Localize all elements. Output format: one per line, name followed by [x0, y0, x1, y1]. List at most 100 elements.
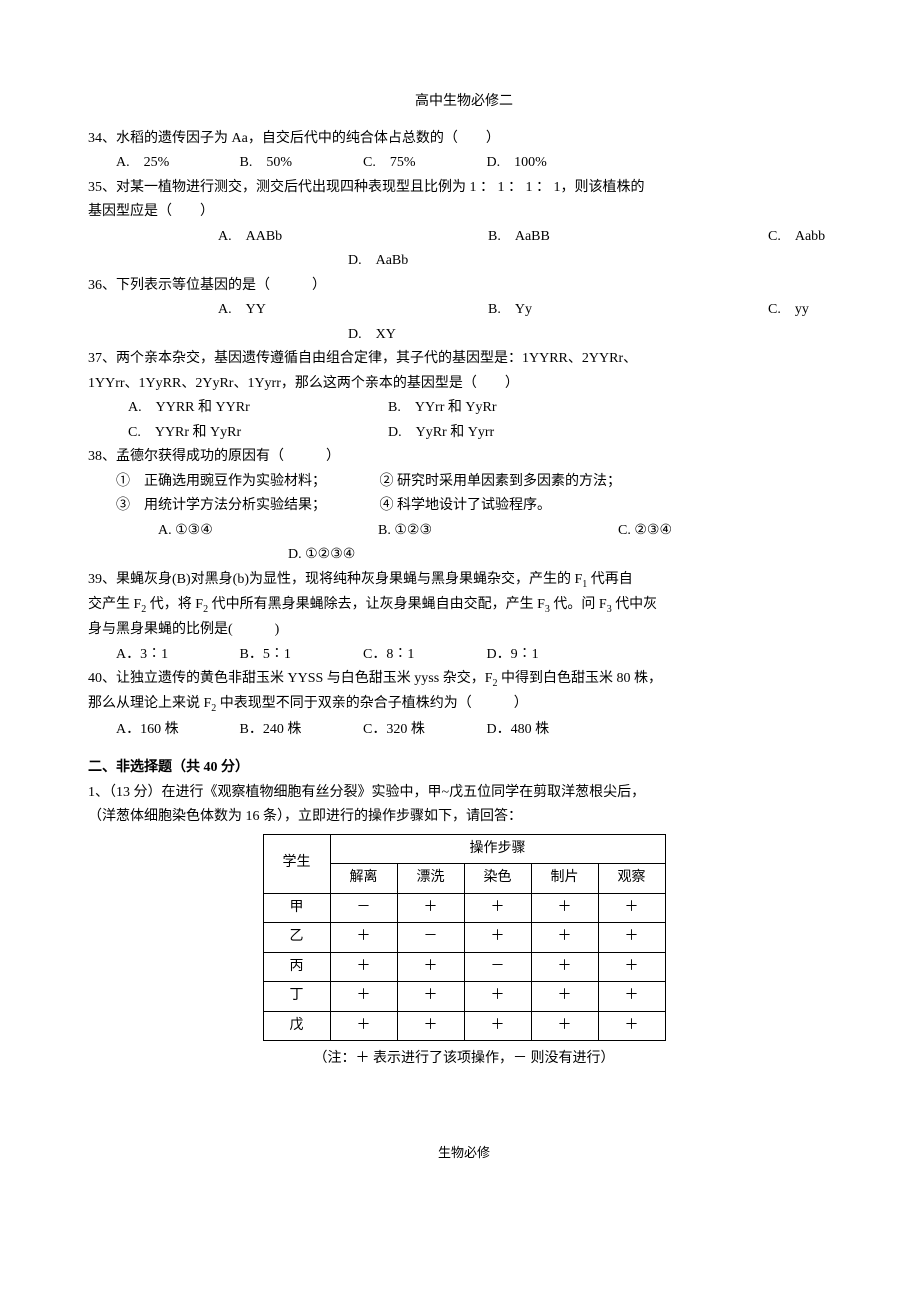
cell: ＋: [330, 923, 397, 953]
q40-l1b: 中得到白色甜玉米 80 株，: [497, 671, 662, 686]
q36-opt-b: B. Yy: [488, 298, 768, 323]
q38-s1: ① 正确选用豌豆作为实验材料；: [116, 470, 376, 495]
q38-s3: ③ 用统计学方法分析实验结果；: [116, 494, 376, 519]
cell: ＋: [464, 1011, 531, 1041]
table-row: 乙 ＋ － ＋ ＋ ＋: [263, 923, 665, 953]
q34-options: A. 25% B. 50% C. 75% D. 100%: [88, 151, 840, 176]
cell: 丙: [263, 952, 330, 982]
question-39: 39、果蝇灰身(B)对黑身(b)为显性，现将纯种灰身果蝇与黑身果蝇杂交，产生的 …: [88, 568, 840, 643]
cell: ＋: [397, 982, 464, 1012]
cell: ＋: [464, 893, 531, 923]
q39-opt-a: A．3∶1: [116, 643, 236, 668]
q38-opt-c: C. ②③④: [618, 519, 672, 544]
cell: ＋: [531, 1011, 598, 1041]
cell: ＋: [598, 893, 665, 923]
q39-l2b: 代，将 F: [146, 597, 203, 612]
th-steps: 操作步骤: [330, 834, 665, 864]
question-40: 40、让独立遗传的黄色非甜玉米 YYSS 与白色甜玉米 yyss 杂交，F2 中…: [88, 667, 840, 718]
cell: ＋: [330, 952, 397, 982]
cell: ＋: [464, 982, 531, 1012]
th-c5: 观察: [598, 864, 665, 894]
th-c1: 解离: [330, 864, 397, 894]
question-38: 38、孟德尔获得成功的原因有（ ） ① 正确选用豌豆作为实验材料； ② 研究时采…: [88, 445, 840, 519]
s2-q1-l2: （洋葱体细胞染色体数为 16 条），立即进行的操作步骤如下，请回答：: [88, 805, 840, 830]
q34-opt-d: D. 100%: [487, 151, 607, 176]
q34-opt-c: C. 75%: [363, 151, 483, 176]
table-row: 丙 ＋ ＋ － ＋ ＋: [263, 952, 665, 982]
q35-line2: 基因型应是（ ）: [88, 200, 840, 225]
question-34: 34、水稻的遗传因子为 Aa，自交后代中的纯合体占总数的（ ）: [88, 127, 840, 152]
q40-l1a: 40、让独立遗传的黄色非甜玉米 YYSS 与白色甜玉米 yyss 杂交，F: [88, 671, 492, 686]
q35-opt-a: A. AABb: [218, 225, 488, 250]
q39-opt-c: C．8∶1: [363, 643, 483, 668]
q38-options: A. ①③④ B. ①②③ C. ②③④ D. ①②③④: [88, 519, 840, 568]
q38-s4: ④ 科学地设计了试验程序。: [380, 498, 552, 513]
cell: 丁: [263, 982, 330, 1012]
page-header: 高中生物必修二: [88, 90, 840, 115]
th-student: 学生: [263, 834, 330, 893]
q39-l2a: 交产生 F: [88, 597, 141, 612]
q35-opt-c: C. Aabb: [768, 225, 825, 250]
q40-opt-c: C．320 株: [363, 718, 483, 743]
q35-opt-b: B. AaBB: [488, 225, 768, 250]
q37-opt-c: C. YYRr 和 YyRr: [128, 421, 388, 446]
th-c4: 制片: [531, 864, 598, 894]
cell: －: [330, 893, 397, 923]
cell: 戊: [263, 1011, 330, 1041]
q39-l3: 身与黑身果蝇的比例是( ): [88, 618, 840, 643]
cell: ＋: [598, 952, 665, 982]
q38-text: 38、孟德尔获得成功的原因有（ ）: [88, 445, 840, 470]
q39-options: A．3∶1 B．5∶1 C．8∶1 D．9∶1: [88, 643, 840, 668]
q36-opt-a: A. YY: [218, 298, 488, 323]
s2-q1-l1: 1、（13 分）在进行《观察植物细胞有丝分裂》实验中，甲~戊五位同学在剪取洋葱根…: [88, 781, 840, 806]
q37-opt-d: D. YyRr 和 Yyrr: [388, 421, 494, 446]
cell: ＋: [330, 1011, 397, 1041]
cell: ＋: [531, 893, 598, 923]
cell: 甲: [263, 893, 330, 923]
cell: －: [464, 952, 531, 982]
cell: ＋: [598, 982, 665, 1012]
q36-opt-c: C. yy: [768, 298, 809, 323]
q37-opt-a: A. YYRR 和 YYRr: [128, 396, 388, 421]
cell: ＋: [531, 982, 598, 1012]
q36-text: 36、下列表示等位基因的是（ ）: [88, 278, 326, 293]
th-c3: 染色: [464, 864, 531, 894]
q39-l2d: 代。问 F: [550, 597, 607, 612]
q39-opt-b: B．5∶1: [240, 643, 360, 668]
question-37: 37、两个亲本杂交，基因遗传遵循自由组合定律，其子代的基因型是：1YYRR、2Y…: [88, 347, 840, 396]
cell: ＋: [531, 923, 598, 953]
q37-opt-b: B. YYrr 和 YyRr: [388, 396, 497, 421]
q39-l2e: 代中灰: [612, 597, 658, 612]
q38-s2: ② 研究时采用单因素到多因素的方法；: [380, 474, 622, 489]
cell: ＋: [397, 893, 464, 923]
page-footer: 生物必修: [88, 1142, 840, 1165]
q35-options: A. AABb B. AaBB C. Aabb D. AaBb: [88, 225, 840, 274]
q40-l2b: 中表现型不同于双亲的杂合子植株约为（ ）: [216, 696, 528, 711]
steps-table: 学生 操作步骤 解离 漂洗 染色 制片 观察 甲 － ＋ ＋ ＋ ＋ 乙 ＋ －…: [263, 834, 666, 1042]
th-c2: 漂洗: [397, 864, 464, 894]
q40-options: A．160 株 B．240 株 C．320 株 D．480 株: [88, 718, 840, 743]
cell: ＋: [464, 923, 531, 953]
q34-opt-a: A. 25%: [116, 151, 236, 176]
q40-opt-a: A．160 株: [116, 718, 236, 743]
cell: ＋: [531, 952, 598, 982]
q34-text: 34、水稻的遗传因子为 Aa，自交后代中的纯合体占总数的（ ）: [88, 131, 500, 146]
q37-options: A. YYRR 和 YYRr B. YYrr 和 YyRr C. YYRr 和 …: [88, 396, 840, 445]
q39-opt-d: D．9∶1: [487, 643, 607, 668]
cell: ＋: [397, 952, 464, 982]
q40-l2a: 那么从理论上来说 F: [88, 696, 211, 711]
section2-q1: 1、（13 分）在进行《观察植物细胞有丝分裂》实验中，甲~戊五位同学在剪取洋葱根…: [88, 781, 840, 830]
question-35: 35、对某一植物进行测交，测交后代出现四种表现型且比例为 1 ： 1 ： 1 ：…: [88, 176, 840, 225]
table-row: 戊 ＋ ＋ ＋ ＋ ＋: [263, 1011, 665, 1041]
q39-l1a: 39、果蝇灰身(B)对黑身(b)为显性，现将纯种灰身果蝇与黑身果蝇杂交，产生的 …: [88, 572, 582, 587]
q37-line2: 1YYrr、1YyRR、2YyRr、1Yyrr，那么这两个亲本的基因型是（ ）: [88, 372, 840, 397]
table-row: 甲 － ＋ ＋ ＋ ＋: [263, 893, 665, 923]
q36-options: A. YY B. Yy C. yy D. XY: [88, 298, 840, 347]
q38-opt-b: B. ①②③: [378, 519, 618, 544]
cell: ＋: [330, 982, 397, 1012]
q38-opt-a: A. ①③④: [158, 519, 378, 544]
q38-opt-d: D. ①②③④: [288, 543, 355, 568]
cell: ＋: [598, 1011, 665, 1041]
q35-opt-d: D. AaBb: [348, 249, 408, 274]
q40-opt-b: B．240 株: [240, 718, 360, 743]
